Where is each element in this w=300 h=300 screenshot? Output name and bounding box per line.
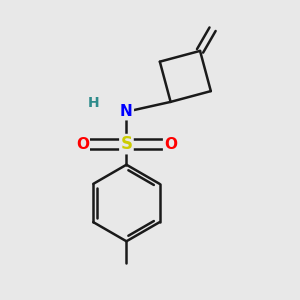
Text: S: S — [120, 135, 132, 153]
Text: O: O — [164, 136, 177, 152]
Text: H: H — [88, 96, 100, 110]
Text: O: O — [76, 136, 89, 152]
Text: N: N — [120, 104, 133, 119]
